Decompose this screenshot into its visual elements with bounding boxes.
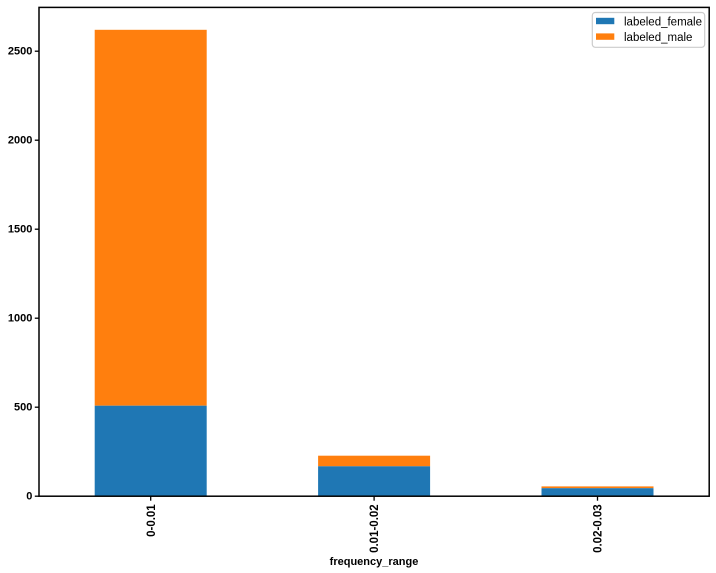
svg-text:2500: 2500 xyxy=(8,46,32,58)
svg-text:500: 500 xyxy=(14,402,32,414)
svg-text:labeled_female: labeled_female xyxy=(624,16,702,28)
svg-text:labeled_male: labeled_male xyxy=(624,32,692,44)
svg-text:1500: 1500 xyxy=(8,224,32,236)
svg-text:0-0.01: 0-0.01 xyxy=(146,504,158,537)
svg-text:2000: 2000 xyxy=(8,135,32,147)
svg-text:0.02-0.03: 0.02-0.03 xyxy=(593,504,605,553)
svg-text:0: 0 xyxy=(26,491,32,503)
svg-text:1000: 1000 xyxy=(8,313,32,325)
svg-text:frequency_range: frequency_range xyxy=(330,556,419,568)
svg-text:0.01-0.02: 0.01-0.02 xyxy=(369,504,381,553)
